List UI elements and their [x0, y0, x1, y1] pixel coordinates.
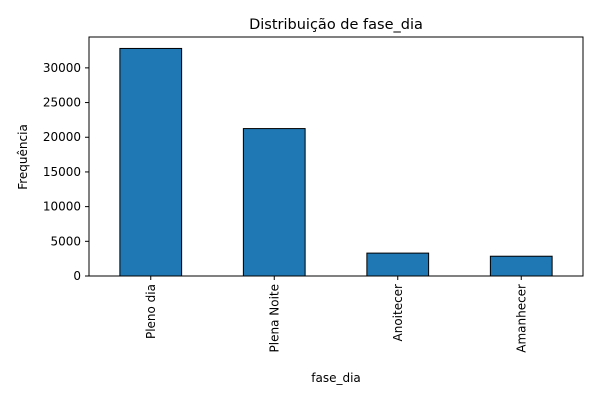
bar [366, 252, 430, 277]
y-tick-label: 30000 [43, 61, 81, 75]
y-tick-label: 20000 [43, 130, 81, 144]
bar [489, 255, 553, 277]
y-axis-title: Frequência [16, 124, 30, 190]
y-tick-label: 10000 [43, 200, 81, 214]
x-tick-label: Pleno dia [144, 284, 158, 339]
y-tick-label: 25000 [43, 96, 81, 110]
x-tick-label: Amanhecer [514, 284, 528, 353]
x-axis-title: fase_dia [311, 371, 361, 385]
bar [242, 128, 306, 277]
y-tick-label: 15000 [43, 165, 81, 179]
x-tick-label: Plena Noite [267, 284, 281, 352]
y-tick-label: 0 [73, 269, 81, 283]
bar [119, 47, 183, 277]
axes-frame [88, 36, 584, 277]
y-tick-label: 5000 [50, 234, 81, 248]
plot-area: Pleno dia Plena Noite Anoitecer Amanhecer 0 5… [43, 47, 553, 353]
x-tick-label: Anoitecer [391, 284, 405, 342]
chart-title: Distribuição de fase_dia [249, 17, 423, 33]
